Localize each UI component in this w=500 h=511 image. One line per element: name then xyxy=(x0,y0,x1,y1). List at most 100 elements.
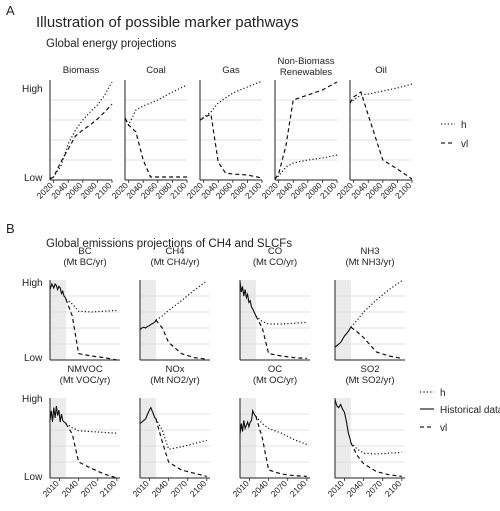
series-line-vl xyxy=(124,117,187,178)
x-tick-label: 2040 xyxy=(60,478,81,499)
series-line-vl xyxy=(350,442,402,477)
x-tick-label: 2070 xyxy=(269,478,290,499)
subplot-title: SO2 xyxy=(360,364,379,375)
x-tick-label: 2040 xyxy=(250,478,271,499)
x-tick-label: 2100 xyxy=(98,478,119,499)
panel-b-y-high-label: High xyxy=(22,278,43,289)
panel-b-subtitle: Global emissions projections of CH4 and … xyxy=(46,238,292,250)
series-line-vl xyxy=(155,319,207,360)
x-tick-label: 2100 xyxy=(383,478,404,499)
series-line-h xyxy=(255,315,307,325)
subplot-title: (Mt OC/yr) xyxy=(253,375,297,386)
series-line-historical-data xyxy=(139,406,157,425)
x-tick-label: 2040 xyxy=(345,478,366,499)
x-tick-label: 2010 xyxy=(130,478,151,499)
subplot-nh3: NH3(Mt NH3/yr) xyxy=(334,246,405,361)
series-line-vl xyxy=(349,91,413,180)
subplot-title: (Mt CH4/yr) xyxy=(150,257,199,268)
subplot-title: CO xyxy=(268,246,282,257)
x-tick-label: 2100 xyxy=(318,180,339,201)
legend-b-label-historical: Historical data xyxy=(440,405,500,416)
series-line-h xyxy=(350,442,402,455)
x-tick-label: 2100 xyxy=(168,180,189,201)
subplot-title: Oil xyxy=(375,65,387,76)
panel-b-y-high-label-row2: High xyxy=(22,394,43,405)
panel-b-y-low-label: Low xyxy=(24,353,43,364)
series-line-vl xyxy=(65,298,117,361)
subplot-title: (Mt NH3/yr) xyxy=(345,257,394,268)
subplot-title: BC xyxy=(78,246,91,257)
x-tick-label: 2100 xyxy=(243,180,264,201)
x-tick-label: 2010 xyxy=(325,478,346,499)
subplot-title: Non-Biomass xyxy=(277,56,334,67)
x-tick-label: 2040 xyxy=(150,478,171,499)
subplot-co: CO(Mt CO/yr) xyxy=(239,246,310,361)
subplot-title: Coal xyxy=(146,65,166,76)
series-line-vl xyxy=(199,113,263,179)
x-tick-label: 2100 xyxy=(93,180,114,201)
series-line-historical-data xyxy=(49,282,67,300)
panel-a-y-high-label: High xyxy=(22,84,43,95)
historical-shading xyxy=(50,280,66,360)
series-line-historical-data xyxy=(239,408,257,435)
historical-shading xyxy=(335,280,351,360)
x-tick-label: 2010 xyxy=(40,478,61,499)
series-line-vl xyxy=(350,326,402,359)
legend-a-label-vl: vl xyxy=(461,139,468,150)
series-line-vl xyxy=(274,81,338,180)
series-line-vl xyxy=(255,416,307,477)
historical-shading xyxy=(240,280,256,360)
legend-a-label-h: h xyxy=(461,120,467,131)
subplot-title: NH3 xyxy=(360,246,379,257)
series-line-vl xyxy=(255,315,307,359)
subplot-title: Gas xyxy=(222,65,240,76)
subplot-title: (Mt NO2/yr) xyxy=(150,375,200,386)
series-line-historical-data xyxy=(334,326,352,348)
series-line-h xyxy=(49,81,113,179)
subplot-bc: BC(Mt BC/yr) xyxy=(49,246,120,361)
series-line-h xyxy=(65,423,117,434)
x-tick-label: 2070 xyxy=(364,478,385,499)
series-line-h xyxy=(65,298,117,313)
x-tick-label: 2070 xyxy=(169,478,190,499)
x-tick-label: 2100 xyxy=(288,478,309,499)
panel-a-y-low-label: Low xyxy=(24,173,43,184)
panel-b-letter: B xyxy=(6,221,15,236)
subplot-title: CH4 xyxy=(165,246,184,257)
subplot-title: (Mt SO2/yr) xyxy=(345,375,394,386)
subplot-non-biomass: Non-BiomassRenewables2020204020602080210… xyxy=(260,56,339,201)
x-tick-label: 2010 xyxy=(230,478,251,499)
small-multiples: Biomass20202040206020802100Coal202020402… xyxy=(35,56,414,499)
x-tick-label: 2070 xyxy=(79,478,100,499)
panel-a-title: Illustration of possible marker pathways xyxy=(36,14,299,31)
historical-shading xyxy=(240,398,256,478)
subplot-title: Biomass xyxy=(63,65,100,76)
series-line-historical-data xyxy=(49,405,67,424)
historical-shading xyxy=(140,280,156,360)
legend-a: h vl xyxy=(441,120,468,150)
subplot-title: NOx xyxy=(166,364,185,375)
subplot-title: (Mt BC/yr) xyxy=(63,257,106,268)
x-tick-label: 2100 xyxy=(393,180,414,201)
panel-a-letter: A xyxy=(6,3,15,18)
subplot-ch4: CH4(Mt CH4/yr) xyxy=(139,246,210,361)
historical-shading xyxy=(335,398,351,478)
historical-shading xyxy=(50,398,66,478)
legend-b-label-vl: vl xyxy=(440,423,447,434)
subplot-title: OC xyxy=(268,364,282,375)
series-line-h xyxy=(349,83,413,104)
series-line-h xyxy=(350,280,403,328)
subplot-title: (Mt VOC/yr) xyxy=(60,375,111,386)
series-line-h xyxy=(274,154,338,180)
legend-b: h Historical data vl xyxy=(420,388,500,434)
series-line-h xyxy=(255,416,308,445)
